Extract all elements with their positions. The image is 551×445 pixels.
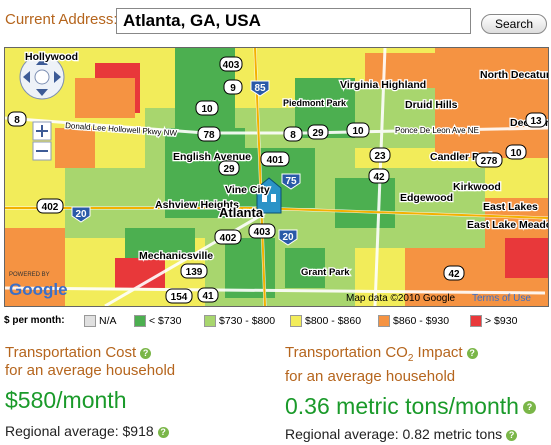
route-shield: 23 [374, 151, 386, 162]
route-shield: 8 [14, 115, 20, 126]
info-icon[interactable]: ? [466, 347, 478, 359]
map-label: English Avenue [173, 151, 251, 163]
map-canvas[interactable]: Hollywood Virginia Highland North Decatu… [5, 48, 548, 306]
cost-title-text: Transportation Cost [5, 344, 137, 361]
cost-regional-average-text: Regional average: $918 [5, 423, 154, 439]
pan-control[interactable] [19, 54, 65, 100]
route-shield: 8 [290, 130, 296, 141]
map-label: East Lake Meadows [467, 219, 548, 231]
legend-swatch [204, 315, 216, 327]
map-label: Hollywood [25, 51, 78, 63]
info-icon[interactable]: ? [140, 347, 152, 359]
map-copyright: Map data ©2010 Google [346, 293, 456, 304]
legend-label: < $730 [149, 315, 182, 327]
legend-item-na: N/A [84, 314, 117, 328]
legend-swatch [84, 315, 96, 327]
address-input[interactable] [116, 8, 471, 34]
legend-item-860-930: $860 - $930 [378, 314, 449, 328]
route-shield: 42 [373, 172, 385, 183]
map-label: Druid Hills [405, 99, 458, 111]
info-icon[interactable]: ? [157, 426, 169, 438]
co2-value-text: 0.36 metric tons/month [285, 393, 519, 419]
route-shield: 402 [220, 233, 237, 244]
route-shield: 20 [282, 232, 294, 243]
map-label: Kirkwood [453, 181, 501, 193]
map[interactable]: Hollywood Virginia Highland North Decatu… [4, 47, 549, 307]
legend-item-low: < $730 [134, 314, 181, 328]
legend-label: > $930 [485, 315, 518, 327]
route-shield: 75 [285, 176, 297, 187]
cost-regional-average: Regional average: $918? [5, 423, 175, 439]
route-shield: 85 [254, 83, 266, 94]
map-label: Ashview Heights [155, 199, 239, 211]
map-label: Ponce De Leon Ave NE [395, 126, 479, 135]
route-shield: 10 [201, 104, 213, 115]
route-shield: 402 [42, 202, 59, 213]
cost-value: $580/month [5, 387, 127, 413]
route-shield: 403 [223, 60, 240, 71]
legend-swatch [378, 315, 390, 327]
zoom-in-button[interactable] [32, 121, 52, 141]
map-label: East Lakes [483, 201, 538, 213]
map-label: Edgewood [400, 192, 453, 204]
search-button[interactable]: Search [481, 14, 547, 34]
address-bar: Current Address: Search [0, 0, 551, 46]
co2-regional-average: Regional average: 0.82 metric tons? [285, 426, 536, 442]
info-icon[interactable]: ? [522, 401, 536, 415]
route-shield: 403 [254, 227, 271, 238]
legend-item-high: > $930 [470, 314, 517, 328]
address-label: Current Address: [5, 11, 118, 28]
route-shield: 401 [267, 155, 284, 166]
map-label: Atlanta [219, 205, 264, 220]
co2-subtitle: for an average household [285, 368, 456, 385]
zoom-out-button[interactable] [32, 141, 52, 161]
co2-panel: Transportation CO2 Impact? for an averag… [285, 344, 536, 442]
legend-swatch [290, 315, 302, 327]
legend-swatch [134, 315, 146, 327]
route-shield: 278 [481, 156, 498, 167]
co2-title-suffix: Impact [413, 344, 463, 361]
route-shield: 42 [448, 269, 460, 280]
info-icon[interactable]: ? [506, 429, 518, 441]
google-logo: Google [9, 280, 68, 299]
legend-item-800-860: $800 - $860 [290, 314, 361, 328]
map-label: Grant Park [301, 267, 350, 278]
co2-regional-average-text: Regional average: 0.82 metric tons [285, 426, 503, 442]
cost-title: Transportation Cost? [5, 344, 175, 362]
legend-label: N/A [99, 315, 117, 327]
cost-subtitle: for an average household [5, 362, 176, 379]
powered-by-label: POWERED BY [9, 272, 50, 278]
legend-item-730-800: $730 - $800 [204, 314, 275, 328]
location-marker-icon [256, 177, 282, 214]
co2-title: Transportation CO2 Impact? [285, 344, 536, 368]
legend-title: $ per month: [4, 315, 65, 326]
legend-label: $730 - $800 [219, 315, 276, 327]
route-shield: 154 [171, 292, 188, 303]
route-shield: 13 [530, 116, 542, 127]
map-label: Virginia Highland [340, 79, 426, 91]
route-shield: 78 [203, 130, 215, 141]
legend: $ per month: N/A < $730 $730 - $800 $800… [4, 314, 547, 330]
route-shield: 20 [75, 209, 87, 220]
map-label: Mechanicsville [139, 250, 213, 262]
legend-swatch [470, 315, 482, 327]
map-label: Vine City [225, 184, 270, 196]
terms-of-use-link[interactable]: Terms of Use [472, 293, 531, 304]
route-shield: 29 [223, 164, 235, 175]
route-shield: 9 [230, 83, 236, 94]
map-label: North Decatur [480, 69, 548, 81]
co2-value: 0.36 metric tons/month? [285, 393, 536, 420]
route-shield: 29 [312, 128, 324, 139]
cost-panel: Transportation Cost? for an average hous… [5, 344, 175, 439]
route-shield: 10 [352, 126, 364, 137]
legend-label: $860 - $930 [393, 315, 450, 327]
route-shield: 139 [186, 267, 203, 278]
route-shield: 10 [510, 148, 522, 159]
route-shield: 41 [202, 291, 214, 302]
co2-title-subscript: 2 [407, 353, 414, 364]
map-label: Piedmont Park [283, 98, 347, 108]
legend-label: $800 - $860 [305, 315, 362, 327]
co2-title-text: Transportation CO [285, 344, 408, 361]
